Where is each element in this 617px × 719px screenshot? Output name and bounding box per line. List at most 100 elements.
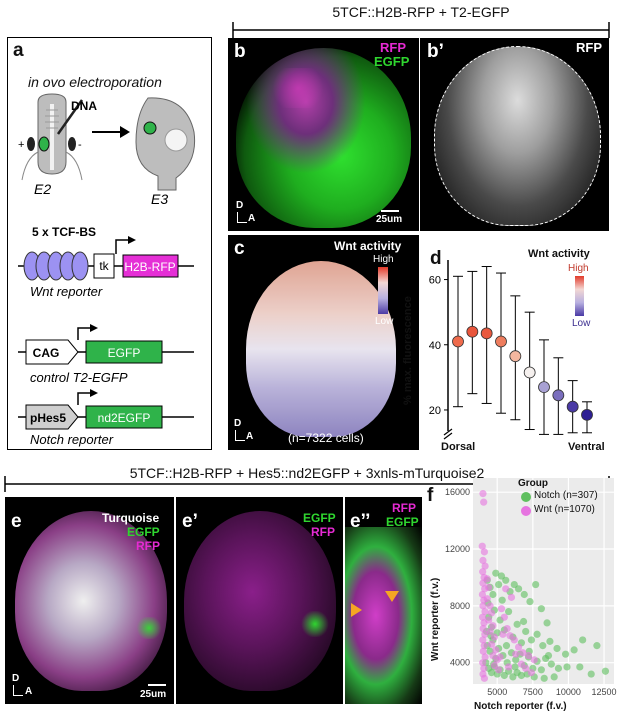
panel-f-xlabel: Notch reporter (f.v.): [474, 701, 567, 712]
method-text: in ovo electroporation: [28, 74, 162, 90]
panel-f-point-wnt: [486, 627, 494, 636]
panel-f-ytick-label: 12000: [445, 544, 470, 554]
panel-f-point-wnt: [481, 562, 489, 570]
panel-b-legend-rfp: RFP: [380, 40, 406, 55]
panel-f-point-notch: [547, 660, 555, 668]
panel-e-scale-label: 25um: [140, 689, 167, 700]
panel-f-point-wnt: [486, 602, 494, 610]
panel-d-mean-point: [509, 350, 522, 363]
panel-b-legend-egfp: EGFP: [374, 54, 410, 69]
panel-e-legend-rfp: RFP: [136, 539, 160, 553]
panel-f-point-wnt: [480, 642, 488, 650]
panel-d-chart: 60 40 20: [429, 260, 599, 445]
panel-d-mean-point: [566, 400, 579, 413]
panel-d-arrow-head: [597, 444, 599, 445]
panel-f-xtick-label: 10000: [556, 687, 581, 697]
dna-label: DNA: [71, 99, 97, 113]
construct-1-gene: H2B-RFP: [124, 260, 175, 274]
panel-f-legend-wnt-swatch: [521, 506, 531, 516]
panel-f-point-wnt: [527, 669, 535, 677]
panel-d-colorbar: [575, 276, 584, 316]
panel-f-point-wnt: [510, 636, 518, 644]
panel-d-mean-point: [523, 366, 536, 379]
panel-f-point-wnt: [481, 630, 489, 638]
panel-a-frame: [7, 37, 212, 450]
panel-b-label: b: [234, 41, 246, 62]
panel-b-scale-label: 25um: [376, 214, 403, 225]
panel-b2-legend-rfp: RFP: [576, 40, 602, 55]
panel-f-label: f: [427, 485, 434, 506]
stage-e2: E2: [34, 181, 51, 197]
panel-f-point-wnt: [500, 613, 508, 621]
panel-f-point-notch: [522, 627, 530, 636]
panel-f-point-wnt: [487, 640, 496, 648]
panel-d-low: Low: [572, 318, 591, 329]
panel-f-point-notch: [554, 664, 563, 672]
panel-d-axis-break: [443, 428, 453, 436]
panel-f-point-wnt: [507, 593, 516, 601]
panel-f-point-wnt: [479, 490, 487, 498]
panel-f-chart: 16000 12000 8000 4000 5000 7500 10000 12500: [445, 478, 617, 697]
panel-c-image: [228, 235, 419, 450]
panel-f-point-notch: [593, 642, 601, 650]
construct-1-box: tk: [99, 259, 109, 273]
construct-1-top: 5 x TCF-BS: [32, 225, 96, 239]
panel-f-point-wnt: [479, 659, 487, 667]
top-header: 5TCF::H2B-RFP + T2-EGFP: [332, 4, 510, 20]
panel-f-point-notch: [532, 580, 540, 589]
panel-d-mean-point: [466, 325, 479, 338]
panel-d-mean-point: [552, 389, 565, 402]
panel-f-xtick-label: 5000: [487, 687, 507, 697]
panel-f-point-notch: [576, 663, 584, 671]
panel-f-point-notch: [527, 636, 535, 644]
panel-e-legend-turquoise: Turquoise: [102, 511, 160, 525]
panel-f-point-wnt: [480, 498, 488, 506]
panel-f-point-notch: [539, 642, 547, 650]
panel-f-point-wnt: [514, 643, 523, 651]
panel-f-point-wnt: [503, 624, 511, 633]
panel-f-point-notch: [526, 598, 534, 606]
construct-2-gene: EGFP: [108, 346, 141, 360]
panel-f-legend-title: Group: [518, 478, 548, 489]
panel-f-point-notch: [537, 666, 545, 674]
panel-d-xlabel-ventral: Ventral: [568, 441, 605, 453]
panel-b-axis-mark: [237, 212, 247, 223]
panel-f-point-wnt: [479, 636, 487, 644]
panel-b-scalebar: [381, 210, 399, 212]
panel-f-ytick-label: 16000: [445, 487, 470, 497]
panel-d-mean-point: [480, 327, 493, 340]
e2-embryo: [21, 93, 84, 181]
sign-minus: -: [78, 139, 82, 151]
panel-f-point-wnt: [483, 595, 491, 603]
panel-f-point-wnt: [478, 542, 486, 550]
panel-f-point-wnt: [478, 613, 487, 621]
panel-f-point-wnt: [480, 664, 488, 672]
construct-3-promoter: pHes5: [30, 411, 66, 425]
panel-d-legend-title: Wnt activity: [528, 248, 590, 260]
panel-f-point-notch: [519, 617, 528, 626]
panel-f-point-wnt: [496, 653, 504, 661]
panel-f-point-wnt: [485, 616, 493, 624]
panel-d-axis-break: [443, 432, 453, 440]
construct-1-caption: Wnt reporter: [30, 284, 103, 299]
panel-f-point-wnt: [524, 651, 533, 660]
panel-f-point-notch: [517, 671, 526, 680]
panel-e3-legend-egfp: EGFP: [386, 515, 419, 529]
panel-f-point-notch: [570, 646, 578, 654]
panel-d-ylabel: % max. fluorescence: [402, 296, 414, 405]
panel-e-axis-a: A: [25, 686, 33, 697]
panel-c-axis-mark: [235, 430, 245, 441]
panel-c-title: Wnt activity: [334, 239, 402, 253]
panel-f-point-notch: [563, 663, 571, 671]
panel-f-point-notch: [498, 596, 506, 604]
panel-e3-legend-rfp: RFP: [392, 501, 416, 515]
stage-e3: E3: [151, 191, 168, 207]
panel-e2-legend-egfp: EGFP: [303, 511, 336, 525]
panel-d-ytick-label: 40: [429, 340, 441, 352]
panel-e-label: e: [11, 511, 22, 532]
panel-f-point-notch: [502, 642, 511, 650]
panel-f-point-wnt: [530, 656, 538, 664]
panel-c-axis-d: D: [234, 418, 242, 429]
panel-f-point-notch: [587, 670, 595, 678]
panel-f-ytick-label: 4000: [450, 658, 470, 668]
